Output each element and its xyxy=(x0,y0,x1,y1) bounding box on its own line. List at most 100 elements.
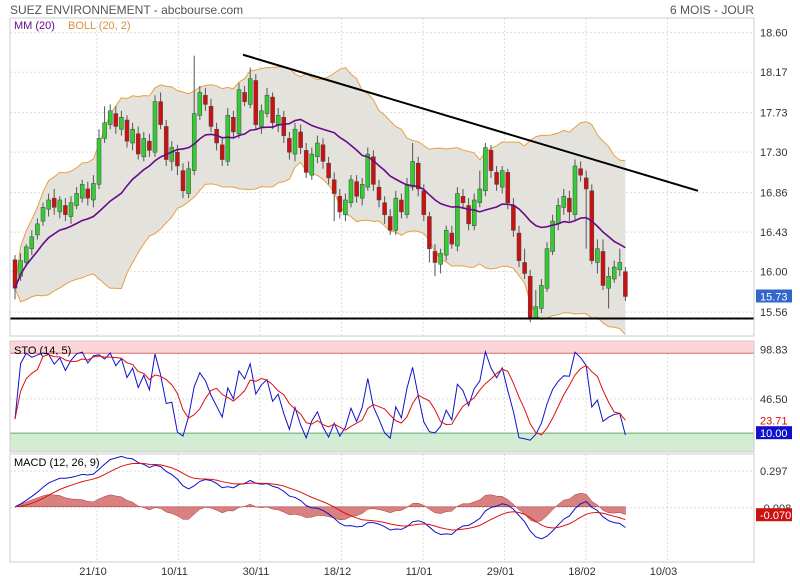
candle-up xyxy=(499,170,505,188)
candle-up xyxy=(611,266,617,280)
oversold-zone xyxy=(10,433,754,452)
macd-last-badge xyxy=(756,508,792,522)
candle-up xyxy=(539,285,544,309)
candle-down xyxy=(147,140,152,151)
panel-border-1 xyxy=(9,340,755,453)
candle-up xyxy=(130,128,135,144)
candle-down xyxy=(281,117,287,136)
candle-down xyxy=(180,170,186,192)
candle-up xyxy=(141,138,147,158)
trend-line xyxy=(242,53,699,192)
candle-up xyxy=(606,276,611,289)
candle-up xyxy=(533,306,539,318)
candle-up xyxy=(119,117,124,130)
y-tick-label: 17.73 xyxy=(760,108,788,120)
candle-down xyxy=(427,216,432,249)
candle-down xyxy=(578,168,583,176)
candle-up xyxy=(561,196,567,208)
candle-down xyxy=(382,202,387,215)
candle-down xyxy=(298,131,303,148)
candle-down xyxy=(488,150,494,171)
y-tick-label: 16.43 xyxy=(760,227,788,239)
candle-up xyxy=(477,188,483,203)
candle-up xyxy=(595,248,600,263)
candle-down xyxy=(354,181,359,197)
candle-down xyxy=(287,138,292,153)
y-tick-label: 18.17 xyxy=(760,67,788,79)
sto-legend: STO (14, 5) xyxy=(14,345,72,357)
candle-down xyxy=(219,144,225,160)
candle-up xyxy=(236,89,242,135)
period-label: 6 MOIS - JOUR xyxy=(669,3,754,17)
sto-slow-value: 23.71 xyxy=(760,415,788,427)
candle-up xyxy=(309,153,315,176)
candle-down xyxy=(494,172,499,185)
candle-down xyxy=(270,96,275,124)
x-tick-label: 30/11 xyxy=(243,566,270,578)
mm-legend: MM (20) xyxy=(14,20,55,32)
candle-down xyxy=(85,188,91,199)
candle-up xyxy=(225,115,231,162)
bollinger-band-fill xyxy=(15,66,626,335)
candle-down xyxy=(522,262,527,274)
candle-up xyxy=(102,122,107,139)
candle-down xyxy=(516,232,522,261)
candle-up xyxy=(555,205,561,225)
candle-up xyxy=(247,78,253,105)
candle-down xyxy=(135,133,141,155)
x-tick-label: 21/10 xyxy=(79,566,107,578)
candle-down xyxy=(231,117,236,133)
x-tick-label: 11/01 xyxy=(406,566,433,578)
candle-down xyxy=(203,94,208,105)
candle-up xyxy=(107,110,113,125)
stochastic-fast-line xyxy=(14,349,626,441)
y-tick-label: 17.30 xyxy=(760,147,788,159)
candle-down xyxy=(371,156,376,185)
candle-up xyxy=(348,179,354,203)
candle-down xyxy=(158,101,163,125)
candle-down xyxy=(460,196,466,203)
sto-tick-label: 98.83 xyxy=(760,345,788,357)
candle-up xyxy=(186,168,191,194)
last-price-badge xyxy=(756,289,792,303)
candle-up xyxy=(315,142,320,158)
candle-down xyxy=(399,199,404,213)
candle-up xyxy=(275,115,281,125)
candle-up xyxy=(483,147,488,192)
candle-up xyxy=(393,197,399,231)
macd-legend: MACD (12, 26, 9) xyxy=(14,457,100,469)
candle-down xyxy=(432,251,438,263)
candle-down xyxy=(505,172,511,203)
candle-up xyxy=(550,220,555,252)
candle-down xyxy=(511,205,516,231)
candle-down xyxy=(567,197,572,213)
sto-fast-value: 10.00 xyxy=(760,428,788,440)
candle-down xyxy=(623,271,628,297)
candle-up xyxy=(74,193,79,206)
overbought-zone xyxy=(10,341,754,354)
candle-up xyxy=(23,246,29,263)
candle-up xyxy=(259,110,264,127)
x-tick-label: 18/02 xyxy=(568,566,596,578)
y-tick-label: 18.60 xyxy=(760,28,788,40)
candle-up xyxy=(68,202,74,217)
candle-up xyxy=(443,230,449,256)
candle-up xyxy=(572,165,578,215)
last-price-label: 15.73 xyxy=(760,291,788,303)
panel-border-2 xyxy=(9,453,755,563)
candle-up xyxy=(404,184,410,215)
candle-up xyxy=(169,147,175,162)
candle-up xyxy=(359,184,365,199)
candle-up xyxy=(96,138,102,185)
candle-down xyxy=(124,119,130,142)
chart-title: SUEZ ENVIRONNEMENT - abcbourse.com xyxy=(10,3,244,17)
candle-down xyxy=(242,92,247,102)
candle-up xyxy=(410,161,415,188)
candle-down xyxy=(320,144,326,162)
candle-down xyxy=(337,196,343,213)
candle-down xyxy=(600,251,606,286)
sto-tick-label: 46.50 xyxy=(760,394,788,406)
candle-down xyxy=(163,126,169,160)
candle-down xyxy=(583,177,589,190)
